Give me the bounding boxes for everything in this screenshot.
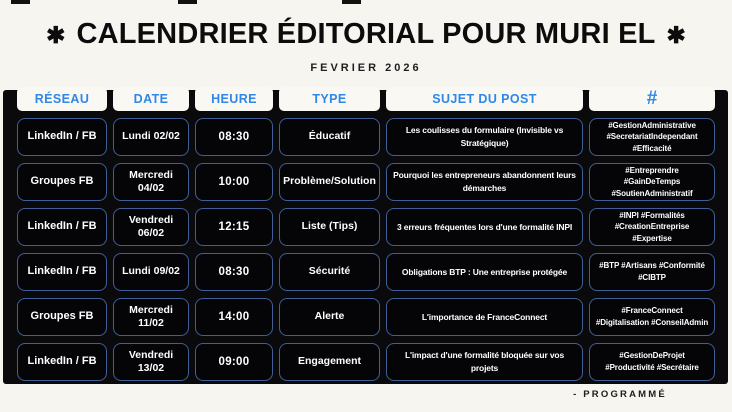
cell-date: Mercredi 11/02 xyxy=(113,298,189,336)
asterisk-icon: ✱ xyxy=(46,22,66,48)
cell-heure: 14:00 xyxy=(195,298,273,336)
cell-reseau: LinkedIn / FB xyxy=(17,208,107,246)
top-crop-mark xyxy=(11,0,30,4)
top-crop-mark xyxy=(342,0,361,4)
cell-hashtags: #GestionAdministrative #SecretariatIndep… xyxy=(589,118,715,156)
cell-reseau: LinkedIn / FB xyxy=(17,253,107,291)
column-header-hashtag: # xyxy=(589,87,715,111)
cell-date: Lundi 02/02 xyxy=(113,118,189,156)
cell-hashtags: #GestionDeProjet #Productivité #Secrétai… xyxy=(589,343,715,381)
cell-sujet: 3 erreurs fréquentes lors d'une formalit… xyxy=(386,208,583,246)
column-header-heure: HEURE xyxy=(195,87,273,111)
asterisk-icon: ✱ xyxy=(666,22,686,48)
cell-reseau: Groupes FB xyxy=(17,298,107,336)
calendar-table: RÉSEAU DATE HEURE TYPE SUJET DU POST # L… xyxy=(3,87,728,384)
column-header-sujet: SUJET DU POST xyxy=(386,87,583,111)
page-subtitle: FEVRIER 2026 xyxy=(310,62,422,74)
page-title: CALENDRIER ÉDITORIAL POUR MURI EL xyxy=(76,18,656,50)
cell-sujet: L'impact d'une formalité bloquée sur vos… xyxy=(386,343,583,381)
page-title-row: ✱ CALENDRIER ÉDITORIAL POUR MURI EL ✱ xyxy=(0,20,732,49)
column-header-date: DATE xyxy=(113,87,189,111)
top-crop-mark xyxy=(178,0,197,4)
cell-reseau: Groupes FB xyxy=(17,163,107,201)
cell-reseau: LinkedIn / FB xyxy=(17,118,107,156)
cell-heure: 08:30 xyxy=(195,253,273,291)
cell-type: Engagement xyxy=(279,343,380,381)
cell-heure: 12:15 xyxy=(195,208,273,246)
cell-type: Éducatif xyxy=(279,118,380,156)
cell-heure: 10:00 xyxy=(195,163,273,201)
column-header-reseau: RÉSEAU xyxy=(17,87,107,111)
cell-type: Liste (Tips) xyxy=(279,208,380,246)
cell-hashtags: #INPI #Formalités #CreationEntreprise #E… xyxy=(589,208,715,246)
cell-hashtags: #BTP #Artisans #Conformité #CIBTP xyxy=(589,253,715,291)
cell-reseau: LinkedIn / FB xyxy=(17,343,107,381)
cell-sujet: Pourquoi les entrepreneurs abandonnent l… xyxy=(386,163,583,201)
cell-date: Lundi 09/02 xyxy=(113,253,189,291)
cell-sujet: L'importance de FranceConnect xyxy=(386,298,583,336)
cell-sujet: Obligations BTP : Une entreprise protégé… xyxy=(386,253,583,291)
cell-type: Alerte xyxy=(279,298,380,336)
cell-date: Mercredi 04/02 xyxy=(113,163,189,201)
calendar-grid: RÉSEAU DATE HEURE TYPE SUJET DU POST # L… xyxy=(3,87,728,381)
cell-type: Sécurité xyxy=(279,253,380,291)
cell-date: Vendredi 13/02 xyxy=(113,343,189,381)
cell-date: Vendredi 06/02 xyxy=(113,208,189,246)
status-label: - PROGRAMMÉ xyxy=(573,389,667,400)
column-header-type: TYPE xyxy=(279,87,380,111)
cell-type: Problème/Solution xyxy=(279,163,380,201)
cell-hashtags: #Entreprendre #GainDeTemps #SoutienAdmin… xyxy=(589,163,715,201)
cell-heure: 08:30 xyxy=(195,118,273,156)
cell-heure: 09:00 xyxy=(195,343,273,381)
cell-sujet: Les coulisses du formulaire (Invisible v… xyxy=(386,118,583,156)
cell-hashtags: #FranceConnect #Digitalisation #ConseilA… xyxy=(589,298,715,336)
